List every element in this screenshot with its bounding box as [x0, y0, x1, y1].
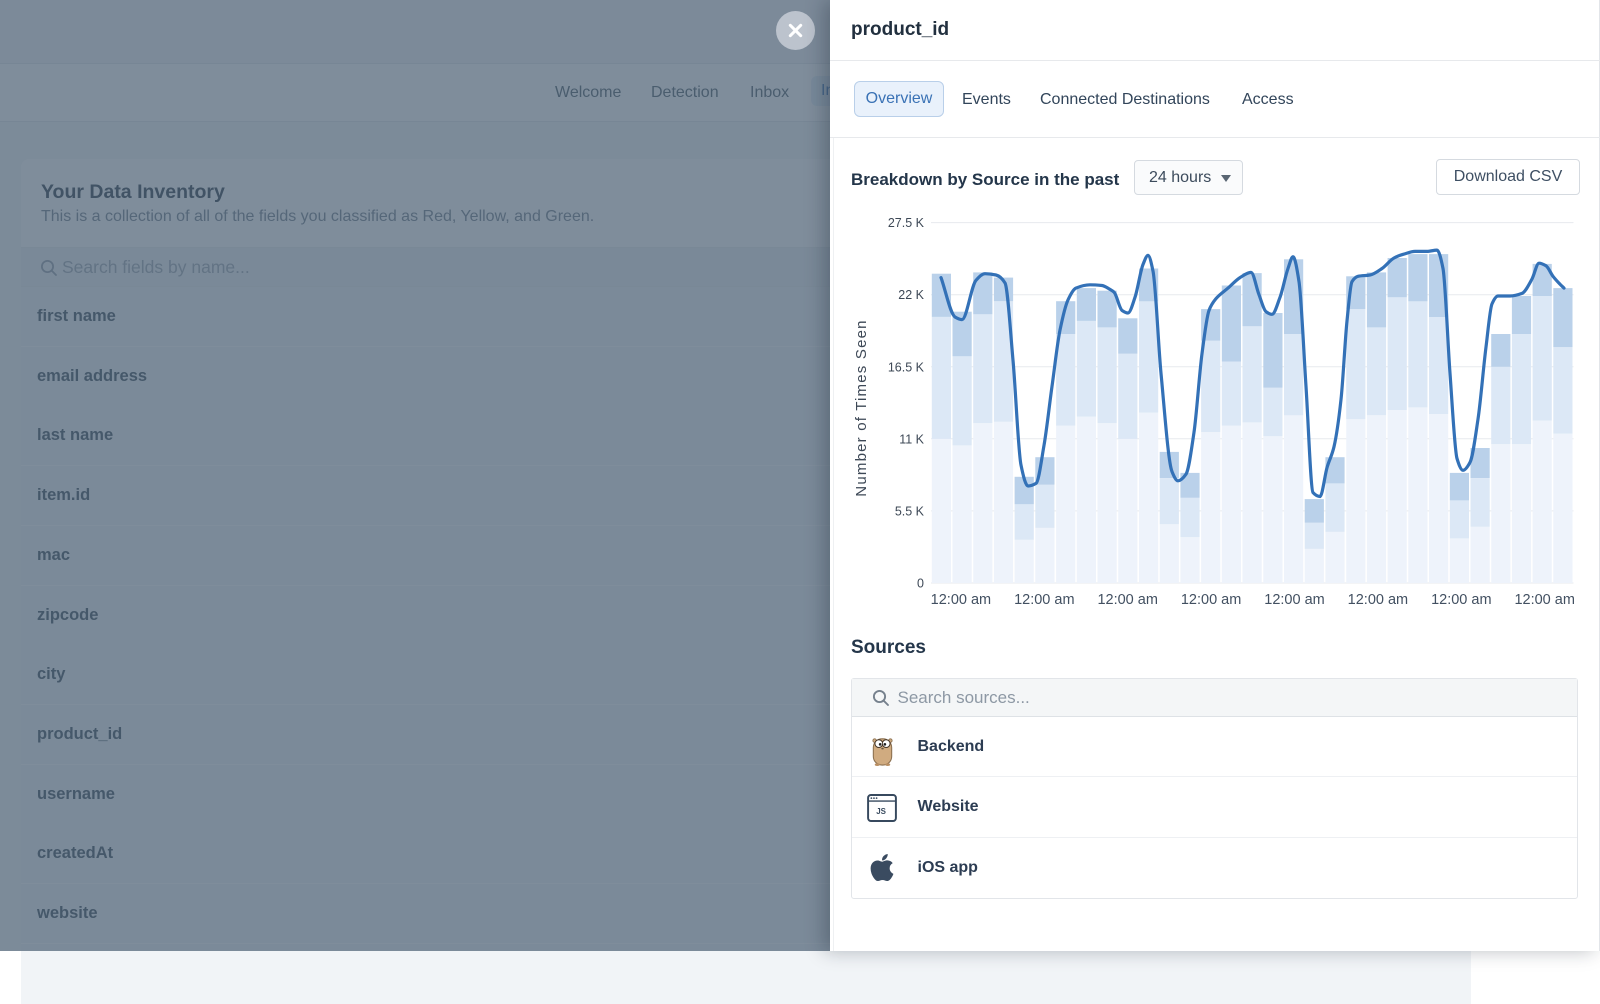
svg-text:12:00 am: 12:00 am [1014, 592, 1074, 608]
svg-text:22 K: 22 K [898, 288, 924, 302]
svg-text:0: 0 [917, 577, 924, 591]
svg-text:12:00 am: 12:00 am [1348, 592, 1408, 608]
svg-text:12:00 am: 12:00 am [1514, 592, 1574, 608]
svg-text:12:00 am: 12:00 am [1431, 592, 1491, 608]
svg-text:12:00 am: 12:00 am [1097, 592, 1157, 608]
svg-text:12:00 am: 12:00 am [1181, 592, 1241, 608]
svg-text:12:00 am: 12:00 am [1264, 592, 1324, 608]
svg-text:5.5 K: 5.5 K [895, 504, 925, 518]
svg-text:Number of Times Seen: Number of Times Seen [853, 319, 870, 496]
svg-text:11 K: 11 K [899, 432, 924, 446]
svg-text:JS: JS [876, 807, 886, 816]
svg-text:12:00 am: 12:00 am [931, 592, 991, 608]
svg-text:27.5 K: 27.5 K [888, 216, 925, 230]
svg-text:16.5 K: 16.5 K [888, 360, 925, 374]
